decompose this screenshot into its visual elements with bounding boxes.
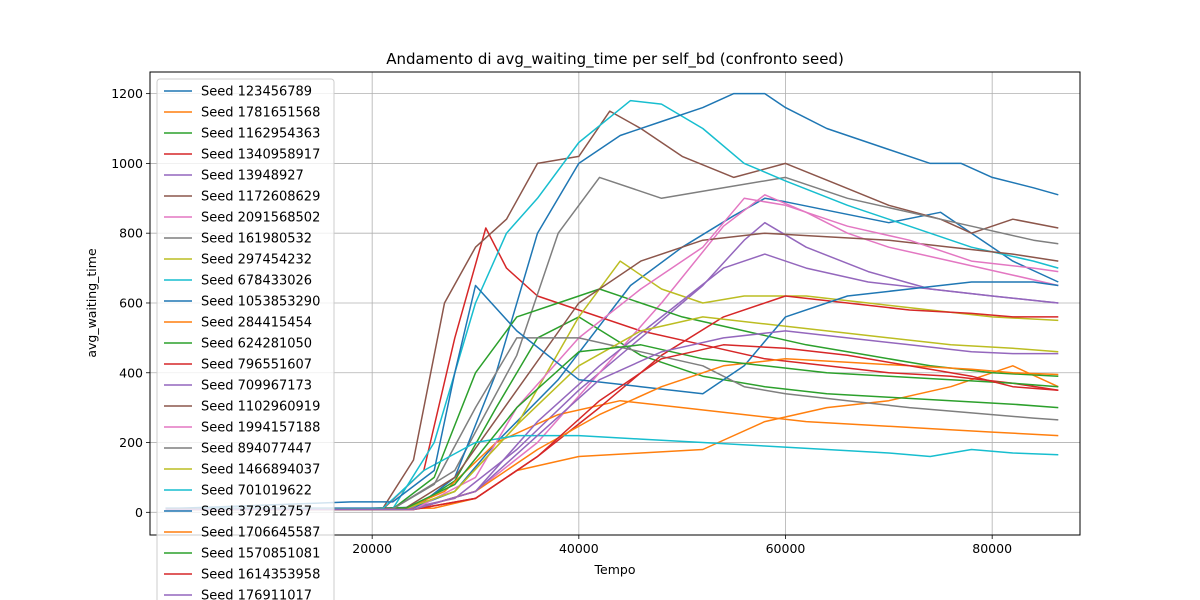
legend-entry: Seed 161980532: [201, 232, 312, 247]
y-tick-label: 1200: [111, 86, 143, 101]
legend-entry: Seed 1570851081: [201, 547, 320, 562]
series-line: [165, 197, 1059, 511]
series-line: [165, 399, 1059, 511]
series-line: [165, 337, 1059, 510]
series-group: [165, 92, 1059, 511]
legend-entry: Seed 1466894037: [201, 463, 320, 478]
legend: Seed 123456789 Seed 1781651568 Seed 116295…: [156, 78, 335, 600]
legend-entry: Seed 13948927: [201, 169, 304, 184]
series-line: [165, 194, 1059, 511]
legend-entry: Seed 372912757: [201, 505, 312, 520]
legend-entry: Seed 1102960919: [201, 400, 320, 415]
x-axis-label: Tempo: [594, 562, 636, 577]
y-tick-label: 400: [119, 365, 143, 380]
y-tick-label: 1000: [111, 156, 143, 171]
series-line: [165, 232, 1059, 511]
legend-entry: Seed 2091568502: [201, 211, 320, 226]
legend-entry: Seed 1781651568: [201, 106, 320, 121]
y-tick-label: 600: [119, 295, 143, 310]
series-line: [165, 344, 1059, 511]
series-line: [165, 281, 1059, 510]
legend-entry: Seed 1172608629: [201, 190, 320, 205]
legend-entry: Seed 1053853290: [201, 295, 320, 310]
plot-frame: [149, 71, 1081, 536]
series-line: [165, 344, 1059, 511]
series-line: [165, 434, 1059, 510]
y-axis-label: avg_waiting_time: [84, 248, 99, 358]
legend-entry: Seed 1706645587: [201, 526, 320, 541]
legend-entry: Seed 894077447: [201, 442, 312, 457]
legend-entry: Seed 284415454: [201, 316, 312, 331]
series-line: [165, 365, 1059, 510]
x-tick-label: 80000: [972, 541, 1012, 556]
y-tick-label: 800: [119, 226, 143, 241]
x-tick-label: 40000: [559, 541, 599, 556]
legend-entry: Seed 1162954363: [201, 127, 320, 142]
legend-entry: Seed 624281050: [201, 337, 312, 352]
legend-entry: Seed 176911017: [201, 589, 312, 600]
series-line: [165, 99, 1059, 510]
legend-entry: Seed 1994157188: [201, 421, 320, 436]
legend-entry: Seed 678433026: [201, 274, 312, 289]
legend-entry: Seed 709967173: [201, 379, 312, 394]
legend-entry: Seed 1614353958: [201, 568, 320, 583]
legend-entry: Seed 123456789: [201, 85, 312, 100]
legend-frame: [156, 78, 335, 600]
series-line: [165, 227, 1059, 511]
x-tick-label: 60000: [766, 541, 806, 556]
series-line: [165, 288, 1059, 510]
x-tick-label: 20000: [352, 541, 392, 556]
legend-entry: Seed 701019622: [201, 484, 312, 499]
axis-ticks: 20000 40000 60000 80000 0 200 400 600 800 1000 120…: [111, 86, 1012, 556]
chart-title: Andamento di avg_waiting_time per self_b…: [386, 50, 844, 69]
y-tick-label: 200: [119, 435, 143, 450]
series-line: [165, 316, 1059, 511]
legend-entry: Seed 297454232: [201, 253, 312, 268]
series-line: [165, 221, 1059, 511]
legend-entry: Seed 796551607: [201, 358, 312, 373]
y-tick-label: 0: [135, 505, 143, 520]
legend-entry: Seed 1340958917: [201, 148, 320, 163]
series-line: [165, 330, 1059, 511]
